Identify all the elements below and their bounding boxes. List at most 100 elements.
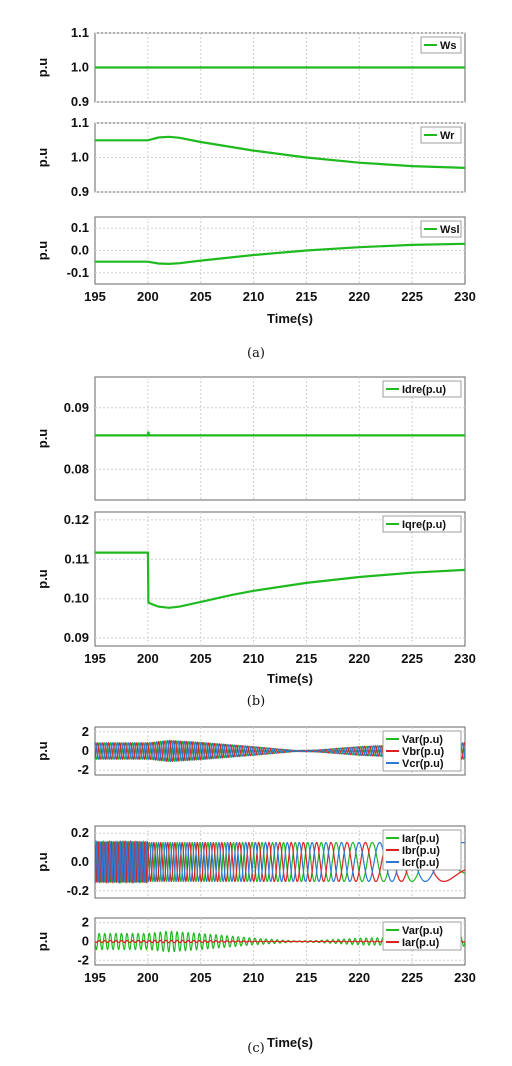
legend-label: Ws: [440, 40, 457, 52]
legend-box: [382, 921, 462, 951]
legend-label: Iar(p.u): [402, 937, 440, 949]
x-tick-label: 215: [296, 651, 318, 666]
y-tick-label: -0.2: [67, 883, 89, 898]
y-axis-label: p.u: [35, 429, 50, 449]
chart-panel-c2: -0.2 0.0 0.2 p.u Iar(p.u)Ibr(p.u)Icr(p.u): [35, 825, 466, 899]
y-tick-label: 0.12: [64, 512, 89, 527]
legend-label: Iar(p.u): [402, 833, 440, 845]
legend-box: [420, 36, 462, 54]
y-tick-label: 0.09: [64, 400, 89, 415]
x-tick-label: 225: [401, 289, 423, 304]
series-line-Iqre(p.u): [95, 551, 465, 609]
y-tick-label: 0.0: [71, 854, 89, 869]
y-axis-label: p.u: [35, 58, 50, 78]
chart-panel-b1: 0.08 0.09 p.u Idre(p.u): [35, 376, 466, 501]
y-tick-label: -2: [77, 762, 89, 777]
y-tick-label: 0: [82, 743, 89, 758]
x-tick-label: 200: [137, 651, 159, 666]
y-tick-label: 2: [82, 724, 89, 739]
chart-panel-b2: 0.09 0.10 0.11 0.12 p.u Iqre(p.u) 195 200 205 210…: [35, 511, 476, 686]
y-axis-label: p.u: [35, 241, 50, 261]
data-layer: [95, 431, 465, 437]
y-tick-label: 0: [82, 934, 89, 949]
legend-label: Vbr(p.u): [402, 746, 444, 758]
x-tick-label: 225: [401, 651, 423, 666]
y-axis-label: p.u: [35, 852, 50, 872]
y-tick-label: 1.1: [71, 25, 89, 40]
series-line-Ibr(p.u): [95, 840, 465, 885]
legend-box: [382, 730, 462, 772]
x-tick-label: 195: [84, 651, 106, 666]
x-axis-label: Time(s): [267, 671, 313, 686]
x-tick-label: 230: [454, 289, 476, 304]
y-tick-label: 0.11: [64, 551, 89, 566]
y-tick-label: 0.10: [64, 591, 89, 606]
data-layer: [95, 551, 465, 609]
legend-box: [382, 380, 462, 398]
y-axis-label: p.u: [35, 148, 50, 168]
y-tick-label: 2: [82, 915, 89, 930]
legend-label: Idre(p.u): [402, 384, 446, 396]
y-axis-label: p.u: [35, 569, 50, 589]
x-tick-label: 230: [454, 970, 476, 985]
y-tick-label: -0.1: [67, 265, 89, 280]
legend-label: Var(p.u): [402, 734, 443, 746]
series-line-Wr: [95, 135, 465, 169]
y-axis-label: p.u: [35, 932, 50, 952]
x-tick-label: 220: [348, 289, 370, 304]
y-tick-label: 0.9: [71, 94, 89, 109]
legend-label: Icr(p.u): [402, 857, 440, 869]
chart-panel-a1: 0.9 1.0 1.1 p.u Ws: [35, 25, 466, 109]
caption-b: (b): [247, 694, 265, 709]
legend-label: Ibr(p.u): [402, 845, 440, 857]
y-tick-label: 1.1: [71, 115, 89, 130]
x-tick-label: 225: [401, 970, 423, 985]
plot-area: [94, 511, 466, 647]
legend-label: Wr: [440, 130, 455, 142]
legend-box: [382, 515, 462, 533]
y-tick-label: 0.1: [71, 220, 89, 235]
data-layer: [95, 242, 465, 266]
x-axis-label: Time(s): [267, 1035, 313, 1050]
plot-area: [94, 376, 466, 501]
y-tick-label: 0.09: [64, 630, 89, 645]
x-tick-label: 195: [84, 289, 106, 304]
x-tick-label: 210: [243, 970, 265, 985]
y-tick-label: 0.9: [71, 184, 89, 199]
x-tick-label: 200: [137, 970, 159, 985]
chart-panel-a3: -0.1 0.0 0.1 p.u Wsl 195 200 205 210 215 220 225 230…: [35, 216, 476, 326]
y-tick-label: 1.0: [71, 150, 89, 165]
y-tick-label: 0.0: [71, 243, 89, 258]
chart-panel-c3: -2 0 2 p.u Var(p.u)Iar(p.u) 195 200 205 210 215 22…: [35, 915, 476, 1050]
x-tick-label: 200: [137, 289, 159, 304]
x-tick-label: 205: [190, 651, 212, 666]
x-tick-label: 220: [348, 651, 370, 666]
legend-label: Iqre(p.u): [402, 519, 446, 531]
legend-label: Vcr(p.u): [402, 758, 444, 770]
chart-panel-a2: 0.9 1.0 1.1 p.u Wr: [35, 115, 466, 199]
y-tick-label: 0.2: [71, 825, 89, 840]
caption-c: (c): [247, 1041, 264, 1056]
x-tick-label: 195: [84, 970, 106, 985]
legend-label: Var(p.u): [402, 925, 443, 937]
y-tick-label: 0.08: [64, 461, 89, 476]
x-tick-label: 210: [243, 651, 265, 666]
series-line-Wsl: [95, 242, 465, 266]
y-tick-label: -2: [77, 952, 89, 967]
x-tick-label: 230: [454, 651, 476, 666]
x-tick-label: 215: [296, 970, 318, 985]
x-tick-label: 210: [243, 289, 265, 304]
x-tick-label: 205: [190, 970, 212, 985]
series-line-Idre(p.u): [95, 431, 465, 437]
x-tick-label: 215: [296, 289, 318, 304]
data-layer: [95, 135, 465, 169]
x-axis-label: Time(s): [267, 311, 313, 326]
chart-panel-c1: -2 0 2 p.u Var(p.u)Vbr(p.u)Vcr(p.u): [35, 724, 466, 777]
caption-a: (a): [247, 346, 265, 361]
y-axis-label: p.u: [35, 741, 50, 761]
x-tick-label: 205: [190, 289, 212, 304]
y-tick-label: 1.0: [71, 60, 89, 75]
x-tick-label: 220: [348, 970, 370, 985]
legend-box: [420, 220, 462, 238]
